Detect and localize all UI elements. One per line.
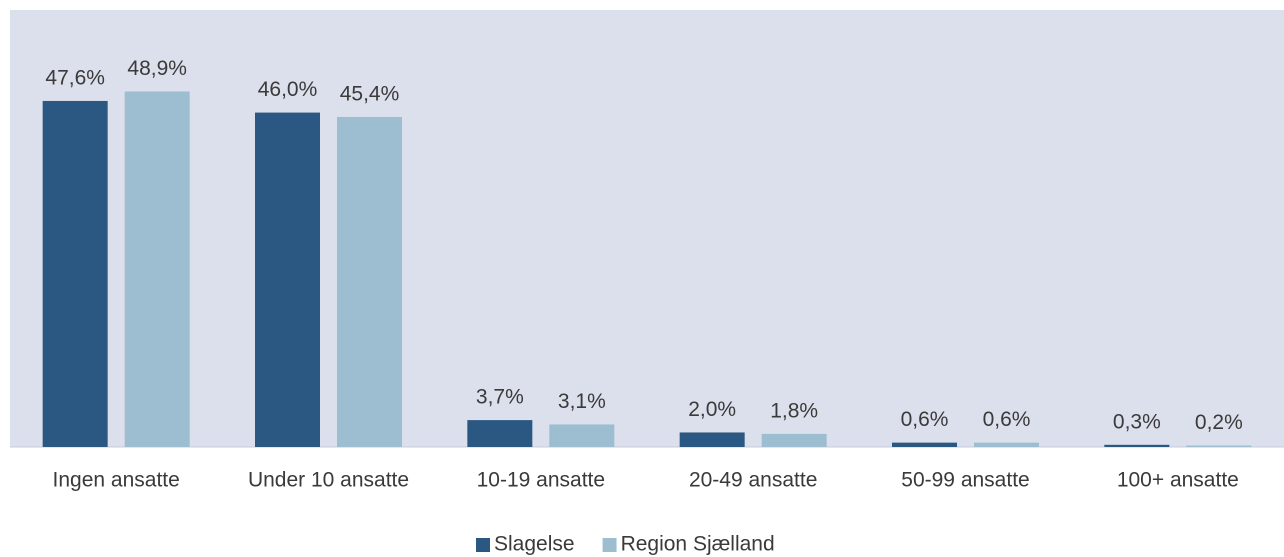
bar [337, 116, 402, 447]
x-tick-label: 100+ ansatte [1117, 469, 1239, 492]
data-label: 2,0% [688, 398, 736, 421]
x-tick-label: 20-49 ansatte [689, 469, 817, 492]
data-label: 48,9% [127, 57, 187, 80]
bar [1186, 445, 1252, 447]
data-label: 0,2% [1195, 411, 1243, 434]
bar [974, 442, 1039, 447]
data-label: 3,7% [476, 386, 524, 409]
plot-background [10, 10, 1284, 447]
data-label: 0,6% [901, 408, 949, 431]
bar [679, 432, 745, 447]
legend-label: Region Sjælland [621, 533, 775, 556]
bar [892, 442, 957, 447]
data-label: 47,6% [45, 66, 105, 89]
x-tick-label: Under 10 ansatte [248, 469, 409, 492]
bar [124, 91, 190, 447]
data-label: 45,4% [340, 82, 400, 105]
bar [42, 100, 108, 447]
bar [1104, 444, 1170, 447]
x-tick-label: 10-19 ansatte [477, 469, 605, 492]
x-tick-label: Ingen ansatte [53, 469, 180, 492]
data-label: 46,0% [258, 78, 318, 101]
bar [467, 420, 533, 447]
data-label: 0,6% [983, 408, 1031, 431]
legend-swatch [602, 538, 617, 552]
bar [761, 433, 827, 447]
data-label: 1,8% [770, 399, 818, 422]
data-label: 0,3% [1113, 410, 1161, 433]
bar [255, 112, 320, 447]
bar [549, 424, 615, 447]
legend-swatch [476, 538, 490, 552]
data-label: 3,1% [558, 390, 606, 413]
x-tick-label: 50-99 ansatte [901, 469, 1029, 492]
legend-label: Slagelse [494, 533, 575, 556]
